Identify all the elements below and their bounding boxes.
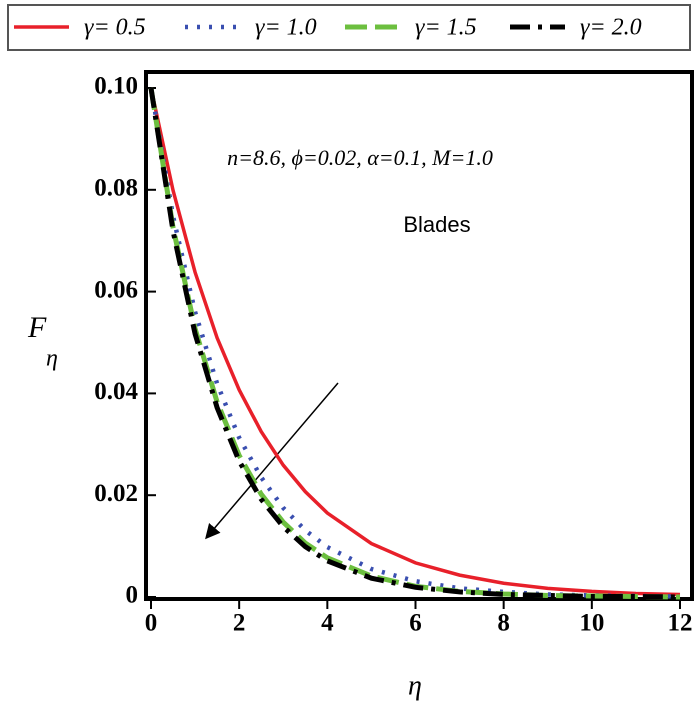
x-tick-label: 4 bbox=[321, 610, 334, 637]
x-tick-label: 2 bbox=[233, 610, 246, 637]
annotation: n=8.6, ϕ=0.02, α=0.1, M=1.0 bbox=[227, 145, 493, 170]
legend-label: γ= 1.5 bbox=[415, 15, 477, 41]
y-tick-label: 0.02 bbox=[94, 480, 138, 507]
x-tick-label: 10 bbox=[579, 610, 604, 637]
annotation: Blades bbox=[403, 212, 470, 237]
x-tick-label: 0 bbox=[145, 610, 158, 637]
y-tick-label: 0.04 bbox=[94, 378, 138, 405]
legend-label: γ= 1.0 bbox=[255, 15, 317, 41]
y-tick-label: 0.10 bbox=[94, 73, 138, 100]
y-tick-label: 0.06 bbox=[94, 276, 138, 303]
y-axis-label: F bbox=[27, 311, 47, 344]
x-tick-label: 8 bbox=[497, 610, 510, 637]
x-tick-label: 12 bbox=[668, 610, 693, 637]
legend-label: γ= 0.5 bbox=[84, 15, 146, 41]
series-line bbox=[148, 87, 681, 600]
legend-label: γ= 2.0 bbox=[580, 15, 642, 41]
x-axis-label: η bbox=[408, 670, 422, 701]
x-tick-label: 6 bbox=[409, 610, 422, 637]
plot-frame bbox=[144, 70, 694, 601]
series-line bbox=[149, 87, 681, 597]
y-tick-label: 0 bbox=[126, 582, 139, 609]
arrow bbox=[205, 382, 339, 540]
y-tick-label: 0.08 bbox=[94, 175, 138, 202]
y-axis-label-sub: η bbox=[46, 346, 58, 372]
